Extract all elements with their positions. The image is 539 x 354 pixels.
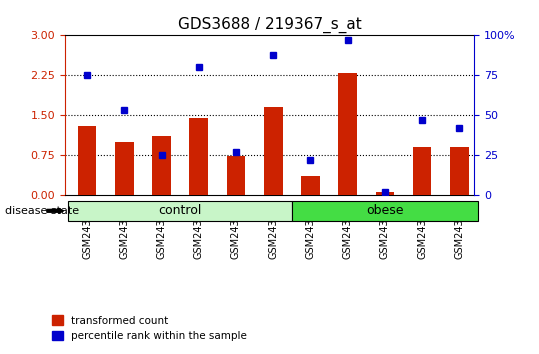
Bar bbox=[301, 176, 320, 195]
Bar bbox=[413, 147, 432, 195]
Bar bbox=[189, 118, 208, 195]
Bar bbox=[115, 142, 134, 195]
Title: GDS3688 / 219367_s_at: GDS3688 / 219367_s_at bbox=[178, 16, 361, 33]
Text: obese: obese bbox=[366, 204, 404, 217]
Legend: transformed count, percentile rank within the sample: transformed count, percentile rank withi… bbox=[49, 311, 251, 345]
Text: control: control bbox=[158, 204, 202, 217]
Bar bbox=[152, 136, 171, 195]
Bar bbox=[264, 107, 282, 195]
Bar bbox=[227, 156, 245, 195]
Bar bbox=[338, 73, 357, 195]
Text: disease state: disease state bbox=[5, 206, 80, 216]
Bar bbox=[450, 147, 469, 195]
Bar bbox=[376, 192, 394, 195]
Bar bbox=[78, 126, 96, 195]
